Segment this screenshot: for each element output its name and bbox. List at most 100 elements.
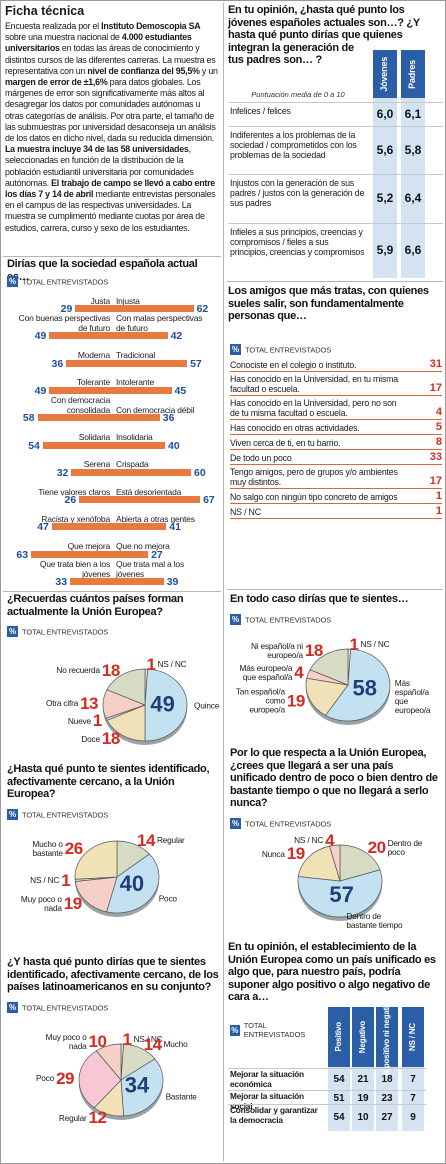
ficha-run: en todas las áreas de conocimiento y dis… [5,43,216,76]
cell-value: 6,4 [404,191,422,205]
friends-row: Has conocido en la Universidad, pero no … [230,396,442,420]
pie-slice [106,668,146,706]
pie-section: ¿Recuerdas cuántos países forman actualm… [5,593,221,761]
slice-label: 12 Regular [57,1108,107,1128]
cell-value: 9 [410,1112,416,1123]
value-label: 58 [22,412,35,425]
friends-list: Conociste en el colegio o instituto. 31 Ha… [230,357,442,519]
slice-value: 40 [120,871,144,896]
left-category: Racista y xenófoba [41,513,110,524]
slice-value: 12 [88,1108,107,1128]
slice-label: Quince [192,700,221,711]
row-line [228,1104,426,1105]
slice-name: Mucho o bastante [32,839,63,859]
slice-name: NS / NC [157,659,187,670]
slice-label: 19 Nunca [260,844,305,864]
ficha-run: Encuesta realizada por el [5,21,102,31]
column-header-text: Negativo [358,1020,368,1054]
column-header: Padres [401,50,425,98]
pie-slice [95,1043,122,1081]
slice-label: Más español/a que europeo/a [393,679,443,715]
percent-icon: % [230,818,241,830]
slice-label: 19 Tan español/a como europeo/a [228,687,305,715]
row-value: 4 [435,406,442,418]
row-line [228,1090,426,1091]
slice-name: Otra cifra [45,698,79,709]
slice-label: 26 Mucho o bastante [5,839,83,859]
note: Puntuación media de 0 a 10 [251,90,345,99]
ficha-run: sobre una muestra nacional de [5,32,122,43]
left-category: Justa [90,295,111,306]
row-label: Consolidar y garantizar la democracia [230,1105,318,1125]
pie-chart: 58 [305,648,391,725]
left-category: Solidaria [78,432,110,442]
subtitle-row: % TOTAL ENTREVISTADOS [230,611,331,629]
pie-slice [309,648,349,686]
pie-slice [74,876,118,913]
right-category: Que trata mal a los jóvenes [116,559,185,579]
row-value: 31 [429,358,442,370]
value-label: 40 [168,439,180,452]
value-label: 62 [196,303,209,315]
slice-label: 18 Ni español/a ni europeo/a [243,641,323,661]
slice-value: 34 [125,1072,150,1097]
pie-slice [324,648,391,722]
society-chart: Dirías que la sociedad española actual e… [5,258,221,590]
row-label: NS / NC [230,507,261,517]
right-category: Con malas perspectivas de futuro [116,313,203,333]
slice-value: 1 [122,1029,132,1049]
percent-icon: % [7,809,18,821]
subtitle: TOTAL ENTREVISTADOS [22,627,109,637]
column-divider [223,3,224,1161]
column-header: Negativo [352,1007,374,1067]
column-band [402,1067,424,1131]
slice-name: NS / NC [30,875,60,886]
ficha-text: Encuesta realizada por el Instituto Demo… [5,21,220,234]
slice-name: Mucho [163,1039,188,1050]
slice-value: 18 [304,640,323,660]
slice-name: Poco [158,893,177,904]
slice-name: Más europeo/a que español/a [239,662,293,682]
slice-name: NS / NC [360,639,390,650]
bar [71,468,113,476]
row-label: Has conocido en la Universidad, pero no … [230,398,397,418]
cell-value: 54 [333,1074,345,1085]
pie-section: En todo caso dirías que te sientes…% TOTA… [228,593,443,745]
bar [79,496,113,504]
slice-label: 10 Muy poco o nada [27,1032,107,1052]
friends-row: Tengo amigos, pero de grupos y/o ambient… [230,465,442,489]
column-header: Ni positivo ni negativo [376,997,398,1077]
ficha-run: margen de error de ±1,6% [5,77,108,88]
slice-label: 4 NS / NC [292,831,334,851]
right-category: Injusta [116,295,140,306]
percent-icon: % [7,626,18,638]
value-label: 42 [170,330,183,343]
subtitle-row: % TOTAL ENTREVISTADOS [7,806,108,824]
bar [113,305,194,312]
slice-label: 1 NS / NC [349,635,391,655]
slice-name: Quince [194,700,220,711]
right-category: Abierta a otras gentes [116,513,195,524]
row-label: Has conocido en otras actividades. [230,423,360,433]
cell-value: 10 [357,1112,369,1123]
cell-value: 21 [357,1074,369,1085]
table-title: Los amigos que más tratas, con quienes s… [228,285,429,322]
subtitle: TOTAL ENTREVISTADOS [22,1003,109,1013]
bar [113,359,188,367]
value-label: 32 [56,466,69,479]
slice-label: 1 Nueve [66,711,102,731]
column-header-text: Padres [407,59,418,89]
row-label: No salgo con ningún tipo concreto de ami… [230,492,398,502]
section-divider [227,281,443,282]
row-line [228,102,443,103]
bar [113,332,168,340]
bar [49,386,113,394]
subtitle: TOTAL ENTREVISTADOS [22,277,109,287]
cell-value: 5,2 [376,191,394,205]
column-header: NS / NC [402,1007,424,1067]
column-band [352,1067,374,1131]
section-divider [3,256,221,257]
column-band [401,98,425,278]
slice-value: 18 [101,660,120,680]
